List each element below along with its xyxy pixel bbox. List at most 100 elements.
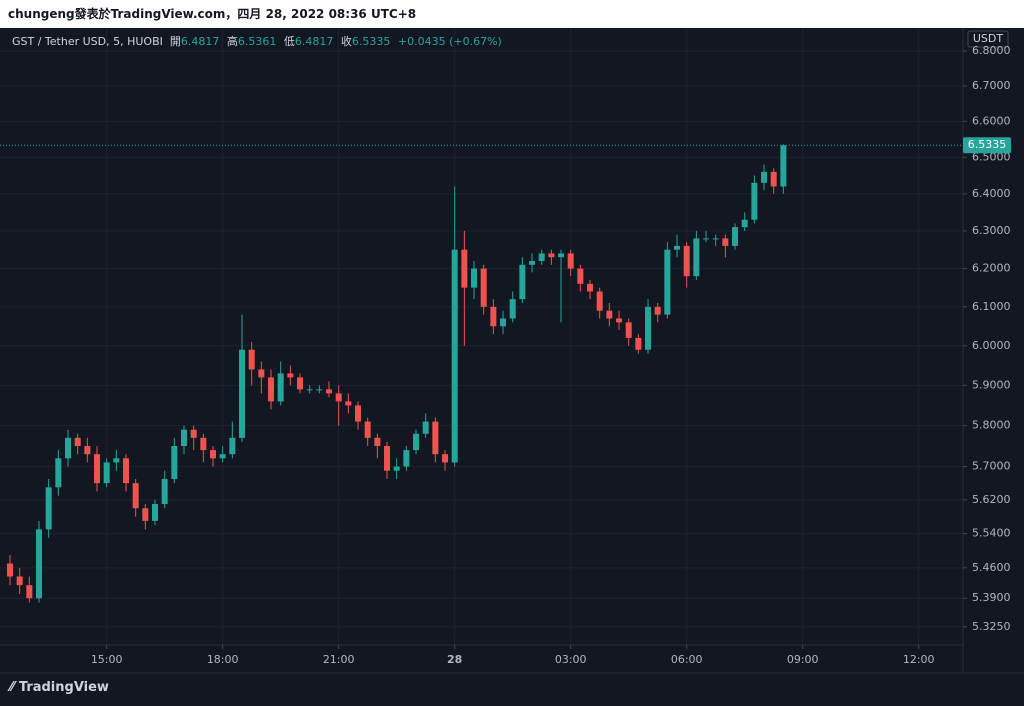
y-tick-label: 5.7000 <box>972 460 1011 473</box>
candle-body <box>567 253 574 269</box>
chart-background <box>0 28 1024 706</box>
y-tick-label: 5.3900 <box>972 591 1011 604</box>
candle-body <box>596 291 603 311</box>
candle-body <box>7 563 13 577</box>
candle-body <box>161 478 168 505</box>
candle-body <box>326 389 333 394</box>
candle-body <box>683 245 690 277</box>
y-tick-label: 6.2000 <box>972 262 1011 275</box>
candle-body <box>509 299 516 319</box>
candle-body <box>413 433 420 451</box>
candle-body <box>461 249 468 288</box>
candle-body <box>123 458 130 484</box>
y-tick-label: 6.8000 <box>972 44 1011 57</box>
close-value: 6.5335 <box>351 35 391 48</box>
candle-body <box>277 373 284 402</box>
legend: GST / Tether USD, 5, HUOBI 開6.4817 高6.53… <box>12 33 506 49</box>
candle-body <box>393 466 400 471</box>
candle-body <box>345 401 352 406</box>
candle-body <box>654 306 661 315</box>
x-tick-label: 03:00 <box>555 653 587 666</box>
symbol: GST / Tether USD, 5, HUOBI <box>12 35 163 48</box>
unit-label: USDT <box>973 32 1004 45</box>
candle-body <box>355 405 362 422</box>
candle-body <box>616 318 623 323</box>
low-label: 低 <box>283 35 295 48</box>
candle-body <box>664 249 671 315</box>
open-label: 開 <box>169 35 181 48</box>
candle-body <box>577 268 584 284</box>
candle-body <box>471 268 478 288</box>
candle-body <box>132 483 139 509</box>
candle-body <box>142 508 149 521</box>
y-tick-label: 6.1000 <box>972 300 1011 313</box>
candle-body <box>587 283 594 292</box>
candle-body <box>712 238 719 240</box>
y-tick-label: 6.3000 <box>972 224 1011 237</box>
candle-body <box>625 322 632 338</box>
candle-body <box>432 421 439 455</box>
candle-body <box>374 437 381 447</box>
candle-body <box>210 450 217 459</box>
y-tick-label: 6.6000 <box>972 114 1011 127</box>
candle-body <box>606 310 613 319</box>
x-tick-label: 21:00 <box>323 653 355 666</box>
candle-body <box>403 450 410 467</box>
candle-body <box>171 446 178 479</box>
candle-body <box>490 306 497 327</box>
y-tick-label: 6.5000 <box>972 150 1011 163</box>
candle-body <box>103 462 110 484</box>
logo-mark: ⁄⁄ <box>10 680 19 695</box>
candle-body <box>451 249 458 463</box>
candle-body <box>219 454 226 459</box>
candle-body <box>770 171 777 187</box>
x-tick-label: 06:00 <box>671 653 703 666</box>
candle-body <box>335 393 342 402</box>
candle-body <box>442 454 449 463</box>
candle-body <box>297 377 304 390</box>
y-tick-label: 5.6200 <box>972 493 1011 506</box>
candle-body <box>258 369 265 378</box>
candle-body <box>84 446 91 455</box>
x-tick-label: 28 <box>447 653 462 666</box>
candle-body <box>45 487 52 530</box>
candle-body <box>248 349 255 370</box>
candle-body <box>94 454 101 484</box>
candle-body <box>548 253 555 258</box>
change: +0.0435 (+0.67%) <box>397 35 502 48</box>
candle-body <box>529 261 536 265</box>
candle-body <box>113 458 120 463</box>
y-tick-label: 5.9000 <box>972 378 1011 391</box>
y-tick-label: 5.8000 <box>972 419 1011 432</box>
candle-body <box>74 437 81 447</box>
candle-body <box>722 238 729 246</box>
candle-body <box>287 373 294 378</box>
candle-body <box>645 306 652 350</box>
candle-body <box>703 238 710 240</box>
high-value: 6.5361 <box>237 35 277 48</box>
candle-body <box>741 219 748 228</box>
candle-body <box>65 437 72 459</box>
candle-body <box>36 529 43 599</box>
candle-body <box>761 171 768 183</box>
candle-body <box>268 377 275 402</box>
x-tick-label: 15:00 <box>91 653 123 666</box>
candle-body <box>693 238 700 277</box>
price-badge-label: 6.5335 <box>968 138 1007 151</box>
candle-body <box>780 145 787 187</box>
candle-body <box>538 253 545 262</box>
footer-text: TradingView <box>18 680 109 695</box>
y-tick-label: 6.4000 <box>972 187 1011 200</box>
y-tick-label: 6.0000 <box>972 339 1011 352</box>
x-tick-label: 09:00 <box>787 653 819 666</box>
y-tick-label: 6.7000 <box>972 79 1011 92</box>
candle-body <box>190 429 197 438</box>
candle-body <box>364 421 371 438</box>
candle-body <box>732 227 739 246</box>
open-value: 6.4817 <box>180 35 220 48</box>
candle-body <box>26 585 33 599</box>
candle-body <box>500 318 507 327</box>
low-value: 6.4817 <box>294 35 334 48</box>
y-tick-label: 5.5400 <box>972 527 1011 540</box>
